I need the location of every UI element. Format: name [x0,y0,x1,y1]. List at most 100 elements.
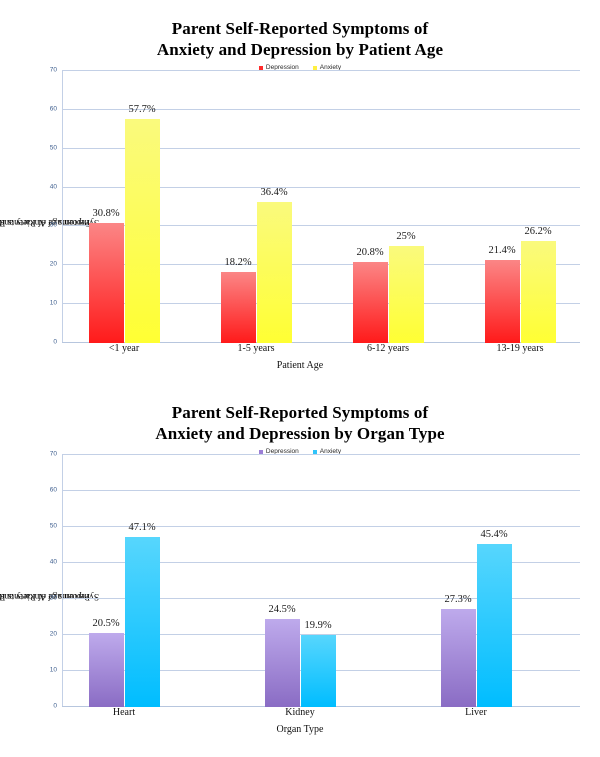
x-tick-label: 6-12 years [367,343,409,354]
y-tick-label: 70 [49,450,57,458]
bar-value-label: 18.2% [224,257,252,269]
bar-value-label: 57.7% [128,103,156,115]
chart-2-axes: 0 10 20 30 40 50 60 70 20.5% 47.1% 24.5% 19.9% 27.3… [50,451,580,710]
x-tick-label: Kidney [285,707,315,718]
bar-depression-3[interactable]: 21.4% [484,245,520,343]
legend-swatch-anxiety-icon [312,449,317,454]
y-tick-label: 30 [49,594,57,602]
legend-label-anxiety: Anxiety [319,448,342,455]
bar-depression-0[interactable]: 20.5% [88,618,124,707]
legend-label-depression: Depression [265,64,299,71]
bar-value-label: 19.9% [304,620,332,632]
chart-2-title-line-1: Parent Self-Reported Symptoms of [171,403,429,422]
x-tick-label: Liver [465,707,487,718]
y-tick-label: 50 [49,522,57,530]
bar-value-label: 20.5% [92,618,120,630]
y-tick-label: 0 [53,338,57,346]
bar-value-label: 25% [396,230,416,242]
chart-organ-type: Parent Self-Reported Symptoms of Anxiety… [0,396,600,757]
bar-depression-0[interactable]: 30.8% [88,208,124,343]
y-tick-label: 0 [53,702,57,710]
chart-1-bars: 30.8% 57.7% 18.2% 36.4% 20.8% 25% 21.4% 26.2% [62,71,580,343]
legend-swatch-depression-icon [258,65,263,70]
gridline: 10 [50,300,580,307]
x-tick-label: Heart [112,707,136,718]
y-tick-label: 10 [49,299,57,307]
gridline: 70 [50,451,580,458]
bar-value-label: 21.4% [488,244,516,256]
chart-1-y-axis-line [62,71,63,343]
y-tick-label: 60 [49,486,57,494]
chart-1-title-line-1: Parent Self-Reported Symptoms of [171,19,429,38]
chart-2-title: Parent Self-Reported Symptoms of Anxiety… [0,402,600,444]
y-tick-label: 30 [49,221,57,229]
y-tick-label: 20 [49,260,57,268]
bar-value-label: 26.2% [524,226,552,238]
legend-swatch-depression-icon [258,449,263,454]
bar-value-label: 24.5% [268,603,296,615]
bar-anxiety-2[interactable]: 45.4% [476,529,512,707]
chart-1-x-tick-labels: <1 year 1-5 years 6-12 years 13-19 years [62,343,580,357]
gridline: 60 [50,487,580,494]
chart-1-title: Parent Self-Reported Symptoms of Anxiety… [0,18,600,60]
x-tick-label: 13-19 years [496,343,544,354]
bar-anxiety-3[interactable]: 26.2% [520,226,556,343]
chart-2-legend: Depression Anxiety [0,448,600,455]
bar-depression-1[interactable]: 18.2% [220,257,256,343]
chart-1-y-axis-title: Percentage of Parents Reporting Mild-Sev… [0,71,99,371]
bar-depression-2[interactable]: 27.3% [440,594,476,707]
y-tick-label: 60 [49,105,57,113]
chart-2-x-tick-labels: Heart Kidney Liver [62,707,580,721]
bar-value-label: 30.8% [92,208,120,220]
chart-2-title-line-2: Anxiety and Depression by Organ Type [155,424,445,443]
gridline: 60 [50,105,580,112]
gridline: 0 [53,339,580,346]
chart-1-x-axis-title: Patient Age [276,360,324,371]
x-tick-label: 1-5 years [237,343,275,354]
x-tick-label: <1 year [108,343,140,354]
legend-item-anxiety[interactable]: Anxiety [312,64,342,71]
chart-2-x-axis-title: Organ Type [276,724,324,735]
chart-2-bars: 20.5% 47.1% 24.5% 19.9% 27.3% 45.4% [62,455,580,707]
legend-item-depression[interactable]: Depression [258,64,299,71]
bar-value-label: 36.4% [260,186,288,198]
legend-label-anxiety: Anxiety [319,64,342,71]
chart-patient-age: Parent Self-Reported Symptoms of Anxiety… [0,0,600,371]
gridline: 30 [50,595,580,602]
legend-item-depression-organ[interactable]: Depression [258,448,299,455]
gridline: 40 [50,559,580,566]
gridline: 50 [50,523,580,530]
gridline: 20 [50,261,580,268]
chart-1-legend: Depression Anxiety [0,64,600,71]
bar-value-label: 47.1% [128,522,156,534]
gridline: 40 [50,183,580,190]
gridline: 70 [50,67,580,74]
chart-1-title-line-2: Anxiety and Depression by Patient Age [156,40,444,59]
y-tick-label: 40 [49,183,57,191]
chart-1-plot-area: Percentage of Parents Reporting Mild-Sev… [0,67,600,371]
bar-anxiety-1[interactable]: 36.4% [256,187,292,343]
gridline: 20 [50,631,580,638]
chart-1-axes: 0 10 20 30 40 50 60 70 30.8% 57.7% 18.2% 36.4% 20.8… [50,67,580,346]
bar-anxiety-2[interactable]: 25% [388,231,424,343]
y-tick-label: 70 [49,66,57,74]
bar-value-label: 27.3% [444,593,472,605]
legend-item-anxiety-organ[interactable]: Anxiety [312,448,342,455]
chart-2-header: Parent Self-Reported Symptoms of Anxiety… [0,396,600,455]
y-tick-label: 10 [49,666,57,674]
legend-label-depression: Depression [265,448,299,455]
chart-2-y-axis-title: Percentage of Parents Reporting Mild-Sev… [0,455,99,735]
bar-depression-1[interactable]: 24.5% [264,604,300,707]
bar-value-label: 45.4% [480,528,508,540]
legend-swatch-anxiety-icon [312,65,317,70]
chart-1-header: Parent Self-Reported Symptoms of Anxiety… [0,0,600,71]
bar-anxiety-1[interactable]: 19.9% [300,620,336,707]
y-tick-label: 50 [49,144,57,152]
gridline: 30 [50,222,580,229]
chart-2-plot-area: Percentage of Parents Reporting Mild-Sev… [0,451,600,735]
bar-anxiety-0[interactable]: 57.7% [124,104,160,343]
bar-value-label: 20.8% [356,247,384,259]
gridline: 50 [50,144,580,151]
bar-depression-2[interactable]: 20.8% [352,247,388,343]
bar-anxiety-0[interactable]: 47.1% [124,522,160,707]
